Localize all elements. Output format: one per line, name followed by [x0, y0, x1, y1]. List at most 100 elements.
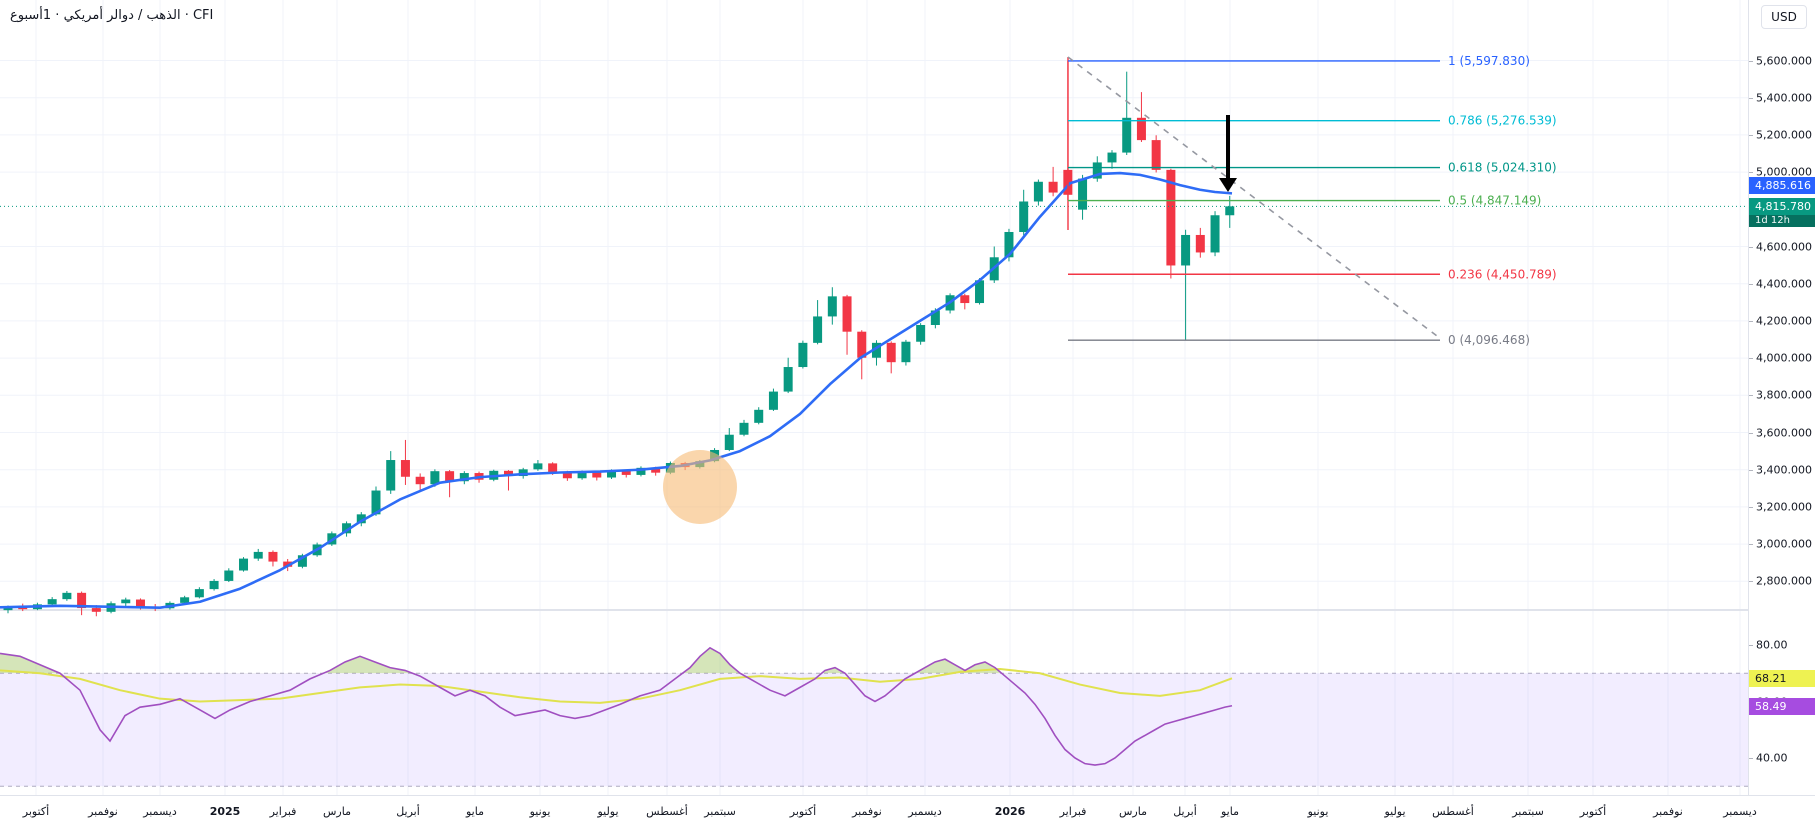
candle-body [356, 514, 366, 524]
price-tick-label: 4,400.000 [1756, 277, 1812, 291]
candle-body [842, 296, 852, 332]
candle-body [1122, 117, 1132, 153]
rsi-ma-badge: 68.21 [1749, 670, 1815, 688]
axis-tick [1749, 283, 1753, 285]
time-axis-month-label: يوليو [1384, 805, 1406, 818]
candle-body [739, 422, 749, 435]
time-axis-month-label: نوفمبر [1653, 805, 1683, 818]
axis-tick [1749, 60, 1753, 62]
price-axis[interactable]: USD 5,600.000 5,400.000 5,200.000 5,000.000… [1748, 0, 1815, 795]
time-axis-month-label: نوفمبر [852, 805, 882, 818]
axis-tick [1749, 246, 1753, 248]
price-tick-label: 4,600.000 [1756, 240, 1812, 253]
price-tick-label: 3,000.000 [1756, 537, 1812, 551]
axis-tick [1749, 432, 1753, 434]
axis-tick [1749, 758, 1753, 759]
candle-body [1181, 234, 1191, 266]
candle-body [180, 597, 190, 603]
fib-level-label: 0.786 (5,276.539) [1448, 114, 1557, 128]
rsi-tick-label: 80.00 [1756, 638, 1788, 652]
rsi-ma-line [0, 668, 1233, 704]
candle-body [459, 473, 469, 482]
candle-body [1019, 201, 1029, 232]
axis-tick [1749, 395, 1753, 397]
price-tick-label: 5,600.000 [1756, 54, 1812, 67]
last-price-badge: 4,815.780 1d 12h [1749, 198, 1815, 228]
candle-body [1078, 178, 1088, 210]
candle-body [548, 463, 558, 472]
axis-tick [1749, 469, 1753, 471]
time-axis-month-label: أغسطس [646, 805, 688, 818]
candle-body [1166, 169, 1176, 266]
ma-badge-value: 4,885.616 [1755, 179, 1811, 193]
bar-countdown: 1d 12h [1749, 215, 1815, 228]
candle-body [386, 460, 396, 491]
candle-body [1048, 181, 1058, 193]
fib-level-label: 0.5 (4,847.149) [1448, 194, 1541, 208]
time-axis-month-label: أكتوبر [789, 805, 817, 818]
candle-body [871, 342, 881, 358]
time-axis-month-label: يونيو [1307, 805, 1329, 818]
price-tick-label: 3,600.000 [1756, 426, 1812, 439]
axis-tick [1749, 358, 1753, 360]
candle-body [18, 606, 28, 610]
price-tick-label: 2,800.000 [1756, 574, 1812, 588]
candle-body [3, 606, 13, 611]
axis-tick [1749, 320, 1753, 322]
time-axis-month-label: مارس [1119, 805, 1147, 818]
ma-line [0, 171, 1233, 610]
candle-body [577, 471, 587, 479]
candle-body [621, 470, 631, 475]
candle-body [768, 391, 778, 410]
chart-pane[interactable]: 1 (5,597.830) 0.786 (5,276.539) 0.618 (5,0… [0, 0, 1748, 795]
candle-body [415, 476, 425, 485]
time-axis-month-label: أغسطس [1432, 805, 1474, 818]
rsi-value-badge: 58.49 [1749, 697, 1815, 715]
candle-body [930, 310, 940, 325]
candle-body [297, 555, 307, 567]
candle-body [562, 471, 572, 479]
price-tick-label: 3,200.000 [1756, 500, 1812, 514]
candle-body [194, 589, 204, 598]
axis-tick [1749, 134, 1753, 136]
trendline[interactable] [1067, 56, 1438, 337]
chart-canvas[interactable]: 1 (5,597.830) 0.786 (5,276.539) 0.618 (5,0… [0, 0, 1748, 795]
axis-tick [1749, 645, 1753, 646]
time-axis-month-label: سبتمبر [704, 805, 736, 818]
candle-body [607, 470, 617, 478]
candle-body [239, 558, 249, 571]
time-axis-month-label: مايو [1221, 805, 1239, 818]
time-axis-year-label: 2026 [994, 805, 1026, 818]
time-axis-month-label: يوليو [597, 805, 619, 818]
time-axis-month-label: أكتوبر [22, 805, 50, 818]
currency-toggle-button[interactable]: USD [1761, 5, 1807, 29]
candle-body [651, 467, 661, 473]
candle-body [91, 608, 101, 612]
time-axis-month-label: ديسمبر [1723, 805, 1757, 818]
price-tick-label: 3,800.000 [1756, 388, 1812, 402]
candle-body [209, 580, 219, 590]
candle-body [268, 551, 278, 562]
axis-tick [1749, 506, 1753, 508]
candle-body [1225, 206, 1235, 216]
time-axis-month-label: أبريل [1173, 805, 1197, 818]
arrow-head-icon [1219, 178, 1237, 192]
time-axis-month-label: سبتمبر [1512, 805, 1544, 818]
time-axis[interactable]: أكتوبر نوفمبر ديسمبر 2025 فبراير مارس أبريل ماي… [0, 795, 1815, 830]
rsi-value: 58.49 [1755, 699, 1787, 713]
axis-tick [1749, 172, 1753, 174]
price-tick-label: 4,000.000 [1756, 351, 1812, 365]
time-axis-month-label: أكتوبر [1579, 805, 1607, 818]
candle-body [1107, 152, 1117, 163]
rsi-ma-value: 68.21 [1755, 672, 1787, 686]
candle-body [1195, 234, 1205, 253]
price-tick-label: 3,400.000 [1756, 463, 1812, 477]
candle-body [1033, 181, 1043, 202]
candle-body [798, 342, 808, 368]
candle-body [121, 599, 131, 604]
candle-body [342, 523, 352, 534]
candle-body [1151, 140, 1161, 170]
highlight-circle[interactable] [663, 450, 737, 524]
symbol-title[interactable]: عوبسأ1 · يكيرمأ رلاود / بهذلا · CFI [10, 8, 214, 23]
